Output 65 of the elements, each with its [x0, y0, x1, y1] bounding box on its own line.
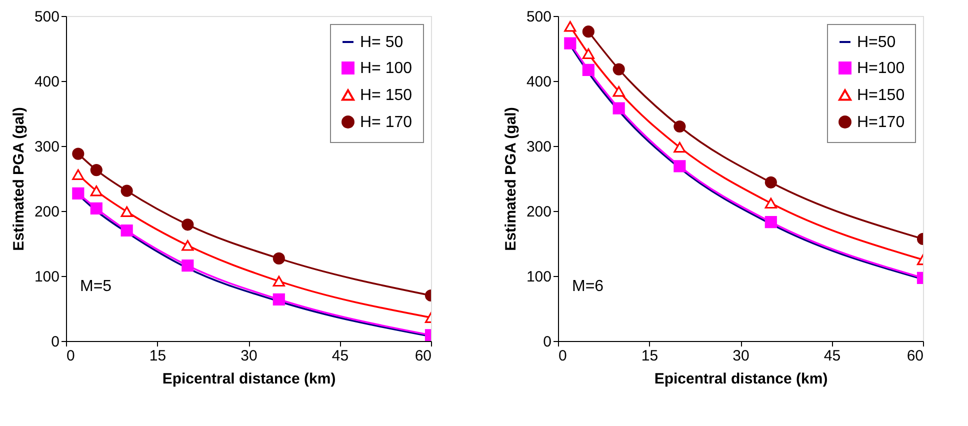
x-tick-label: 0 [66, 348, 75, 364]
point [182, 218, 194, 231]
y-tick-label: 200 [34, 204, 60, 220]
annotation: M=5 [80, 278, 112, 295]
point [120, 224, 133, 237]
point [272, 252, 285, 264]
y-tick-label: 400 [526, 74, 552, 90]
point [674, 120, 686, 133]
x-tick-label: 45 [824, 348, 841, 364]
legend-label: H=50 [857, 34, 896, 51]
x-tick-label: 0 [558, 348, 567, 364]
y-tick-label: 500 [526, 8, 552, 26]
legend-label: H=170 [857, 114, 905, 131]
x-tick-label: 15 [641, 348, 658, 364]
y-tick-label: 0 [51, 334, 60, 350]
point [764, 198, 777, 209]
y-tick-label: 0 [543, 334, 552, 350]
point [564, 37, 576, 50]
legend-label: H=150 [857, 87, 905, 104]
point [612, 102, 625, 114]
y-axis-title: Estimated PGA (gal) [502, 107, 520, 251]
point [90, 186, 102, 196]
annotation: M=6 [572, 278, 604, 295]
point [582, 64, 594, 76]
x-tick-label: 30 [240, 348, 258, 364]
x-tick-label: 60 [906, 348, 924, 364]
x-tick-label: 60 [414, 348, 432, 364]
point [120, 184, 133, 197]
point [72, 187, 84, 200]
point [582, 48, 594, 60]
y-tick-label: 400 [34, 74, 60, 90]
x-tick-label: 15 [149, 348, 166, 364]
point [120, 206, 133, 217]
point [674, 160, 686, 172]
point [612, 63, 625, 76]
x-tick-label: 45 [332, 348, 349, 364]
legend-label: H= 170 [360, 114, 412, 131]
y-tick-label: 500 [34, 8, 60, 26]
point [582, 26, 594, 38]
legend-label: H=100 [857, 60, 905, 77]
y-tick-label: 300 [526, 138, 552, 156]
x-axis-title: Epicentral distance (km) [654, 370, 828, 388]
y-tick-label: 100 [526, 268, 552, 286]
legend-label: H= 150 [360, 87, 412, 104]
y-axis-title: Estimated PGA (gal) [10, 107, 28, 251]
point [272, 293, 285, 306]
point [72, 169, 84, 180]
point [182, 260, 194, 272]
point [272, 276, 285, 287]
point [764, 216, 777, 228]
y-tick-label: 300 [34, 138, 60, 156]
y-tick-label: 200 [526, 204, 552, 220]
x-tick-label: 30 [732, 348, 750, 364]
point [764, 176, 777, 188]
legend-label: H= 100 [360, 60, 412, 77]
point [182, 240, 194, 251]
point [612, 86, 625, 97]
point [90, 202, 102, 214]
point [674, 142, 686, 153]
x-axis-title: Epicentral distance (km) [162, 370, 336, 388]
point [564, 21, 576, 32]
y-tick-label: 100 [34, 268, 60, 286]
point [90, 164, 102, 176]
point [72, 148, 84, 160]
legend-label: H= 50 [360, 34, 404, 51]
